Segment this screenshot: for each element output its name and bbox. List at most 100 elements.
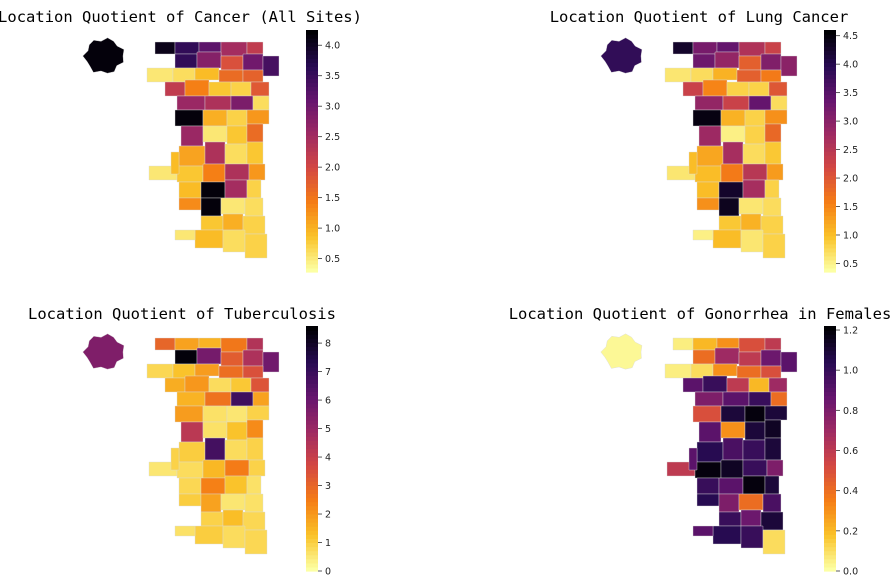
colorbar-tick-label: 0.4	[843, 486, 858, 497]
community-area	[174, 405, 204, 423]
colorbar-segment	[824, 387, 836, 392]
community-area	[222, 509, 244, 527]
community-area	[722, 141, 744, 165]
colorbar-segment	[306, 375, 318, 380]
colorbar-segment	[824, 66, 836, 71]
community-area	[198, 337, 222, 349]
colorbar-tick-label: 1.5	[843, 202, 858, 213]
choropleth-map	[600, 333, 798, 555]
colorbar-segment	[824, 30, 836, 35]
community-area	[692, 109, 722, 127]
community-area	[744, 405, 766, 423]
colorbar-segment	[824, 493, 836, 499]
community-area	[694, 461, 722, 479]
colorbar-tick-label: 4.0	[325, 41, 340, 52]
community-area	[720, 421, 746, 439]
community-area	[780, 55, 798, 77]
community-area	[246, 109, 270, 125]
community-area	[726, 81, 750, 97]
colorbar: 0 1 2 3 4 5 6 7 8	[306, 326, 331, 578]
colorbar-segment	[306, 407, 318, 413]
colorbar-segment	[824, 159, 836, 164]
community-area	[230, 377, 252, 393]
community-area	[154, 41, 176, 55]
community-area	[200, 181, 226, 199]
community-area	[702, 375, 728, 393]
colorbar-segment	[306, 146, 318, 152]
community-area	[762, 233, 786, 259]
community-area	[760, 511, 784, 531]
community-area	[174, 349, 198, 365]
community-area	[252, 95, 270, 111]
colorbar-segment	[824, 526, 836, 531]
colorbar-segment	[824, 50, 836, 55]
community-area	[692, 229, 714, 241]
colorbar-segment	[306, 489, 318, 495]
colorbar-segment	[824, 505, 836, 511]
colorbar-segment	[824, 358, 836, 364]
community-area	[250, 81, 270, 97]
colorbar-segment	[306, 187, 318, 192]
colorbar-segment	[824, 350, 836, 356]
colorbar: 0.5 1.0 1.5 2.0 2.5 3.0 3.5 4.0	[306, 30, 340, 273]
colorbar-segment	[824, 211, 836, 217]
community-area	[224, 459, 250, 477]
colorbar-segment	[824, 155, 836, 160]
community-area	[688, 151, 698, 175]
colorbar-segment	[824, 477, 836, 482]
colorbar-tick-label: 0.5	[843, 259, 858, 270]
colorbar-segment	[824, 122, 836, 128]
colorbar-segment	[306, 90, 318, 96]
colorbar-segment	[824, 263, 836, 269]
colorbar-segment	[306, 138, 318, 144]
community-area	[764, 437, 782, 461]
colorbar-segment	[306, 163, 318, 168]
colorbar-segment	[306, 330, 318, 335]
community-area	[176, 461, 204, 479]
colorbar-segment	[306, 171, 318, 176]
community-area	[664, 67, 692, 83]
community-area	[766, 163, 784, 181]
community-area	[184, 79, 210, 97]
colorbar-tick-label: 4.5	[843, 31, 858, 42]
community-area	[762, 493, 782, 513]
colorbar-segment	[824, 444, 836, 450]
colorbar-tick-label: 3.5	[325, 71, 340, 82]
panel-title: Location Quotient of Lung Cancer	[550, 8, 849, 26]
community-area	[696, 181, 720, 199]
community-area	[768, 377, 788, 393]
community-area	[742, 179, 766, 199]
community-area	[744, 125, 766, 145]
community-area	[170, 447, 180, 471]
colorbar-segment	[824, 330, 836, 335]
community-area	[82, 37, 125, 74]
colorbar-segment	[306, 243, 318, 249]
community-area	[146, 363, 174, 379]
colorbar-segment	[306, 126, 318, 132]
community-area	[722, 391, 750, 407]
colorbar-segment	[306, 415, 318, 421]
community-area	[764, 179, 780, 199]
community-area	[174, 41, 200, 55]
colorbar-segment	[824, 183, 836, 188]
colorbar-segment	[306, 223, 318, 229]
community-area	[178, 181, 202, 199]
community-area	[748, 95, 772, 111]
community-area	[672, 41, 694, 55]
community-area	[170, 151, 180, 175]
colorbar-tick-label: 5	[325, 424, 331, 435]
colorbar-segment	[306, 501, 318, 507]
colorbar-segment	[306, 530, 318, 535]
colorbar-segment	[306, 235, 318, 241]
colorbar-tick-label: 0.8	[843, 406, 858, 417]
community-area	[184, 375, 210, 393]
community-area	[176, 95, 206, 111]
colorbar-segment	[306, 334, 318, 339]
colorbar-segment	[824, 464, 836, 470]
community-area	[722, 437, 744, 461]
community-area	[246, 123, 264, 143]
community-area	[244, 197, 264, 217]
colorbar-segment	[306, 505, 318, 511]
community-area	[176, 391, 206, 407]
colorbar-segment	[824, 247, 836, 253]
